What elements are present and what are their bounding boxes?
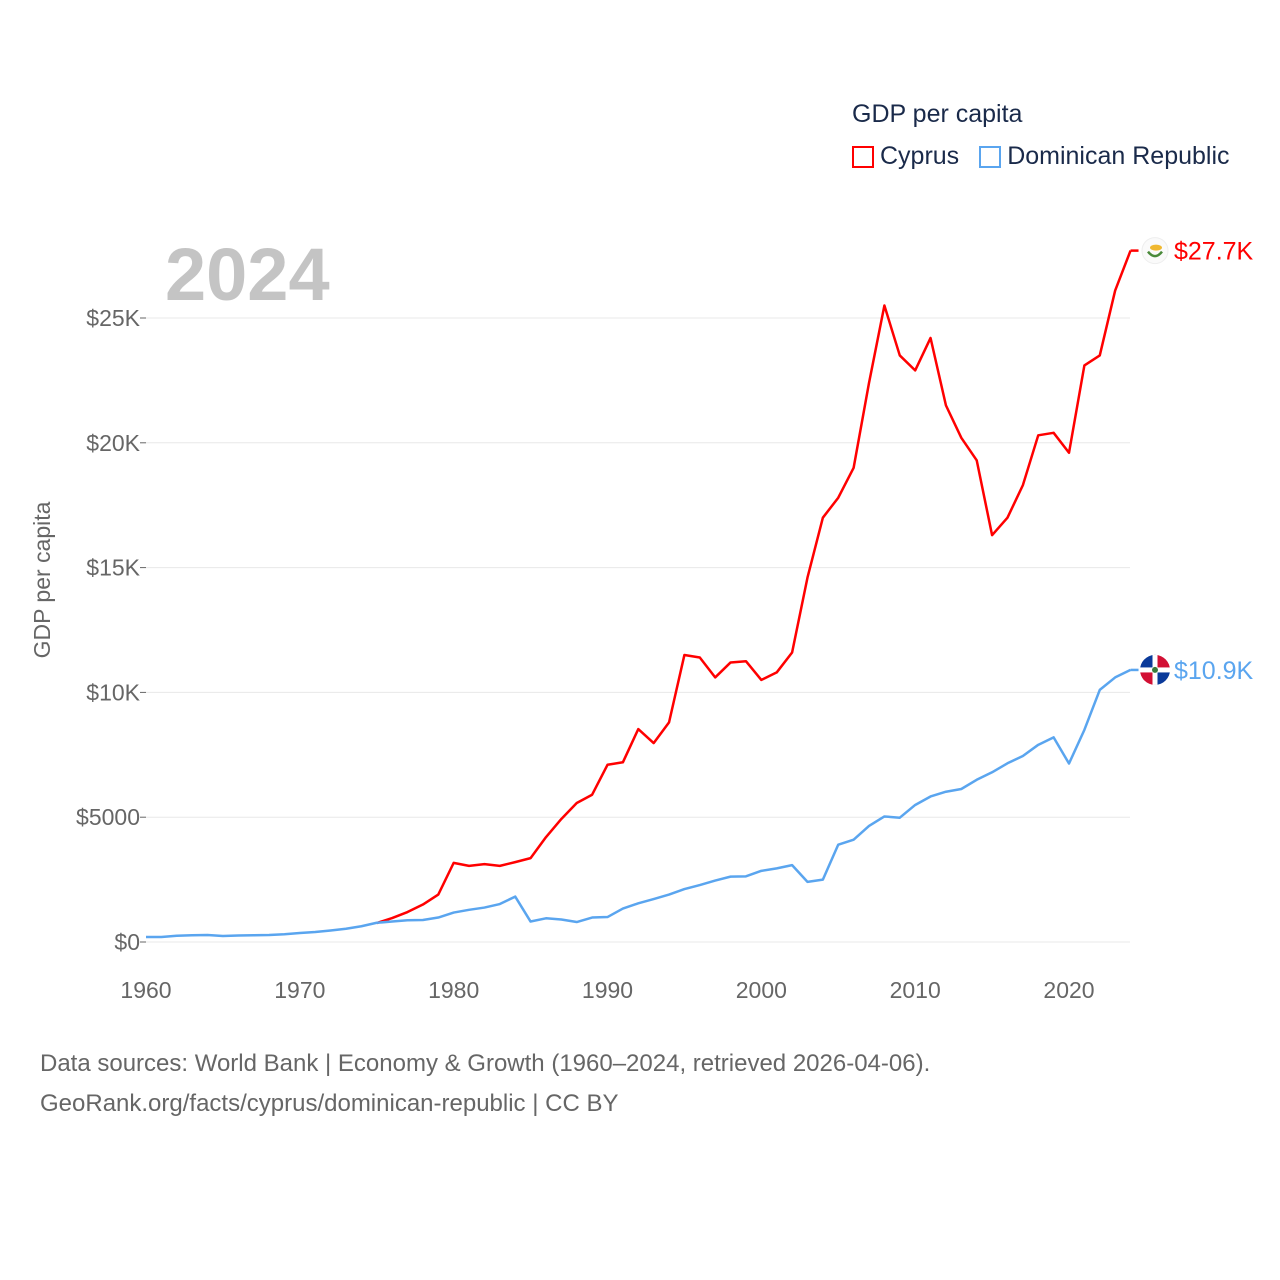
flag-emblem (1152, 666, 1158, 673)
end-value-label: $10.9K (1174, 657, 1254, 685)
footer: Data sources: World Bank | Economy & Gro… (40, 1044, 930, 1124)
legend-swatch-cyprus[interactable] (852, 145, 874, 168)
x-tick-label: 1990 (582, 977, 633, 1003)
end-value-label: $27.7K (1174, 238, 1254, 266)
series-line-dominican-republic (146, 668, 1132, 939)
dominican-republic-flag-icon (1140, 654, 1170, 685)
legend-label-cyprus[interactable]: Cyprus (880, 142, 960, 170)
cyprus-flag-icon (1141, 237, 1169, 265)
footer-sources: Data sources: World Bank | Economy & Gro… (40, 1050, 931, 1077)
legend-swatch-dominican-republic[interactable] (979, 145, 1002, 168)
y-axis-label: GDP per capita (29, 501, 55, 658)
x-tick-label: 2020 (1043, 977, 1094, 1003)
flag-branches (1147, 250, 1163, 258)
y-tick-label: $5000 (76, 804, 140, 830)
y-tick-label: $20K (86, 430, 140, 456)
x-tick-label: 1970 (274, 977, 325, 1003)
footer-link[interactable]: GeoRank.org/facts/cyprus/dominican-repub… (40, 1090, 619, 1117)
x-tick-label: 2000 (736, 977, 787, 1003)
flag-island (1150, 244, 1162, 251)
flag-q1 (1140, 654, 1155, 670)
legend-title: GDP per capita (852, 100, 1023, 128)
flag-q2 (1155, 654, 1170, 670)
flag-bg (1141, 237, 1169, 265)
x-tick-label: 1960 (120, 977, 171, 1003)
legend: Cyprus Dominican Republic (852, 142, 1230, 171)
y-tick-label: $0 (114, 929, 140, 955)
legend-label-dominican-republic[interactable]: Dominican Republic (1007, 142, 1230, 170)
x-tick-label: 1980 (428, 977, 479, 1003)
flag-q3 (1140, 669, 1155, 685)
flag-q4 (1155, 669, 1170, 685)
x-tick-label: 2010 (890, 977, 941, 1003)
y-tick-label: $25K (86, 305, 140, 331)
year-watermark: 2024 (165, 233, 330, 316)
series-line-cyprus (376, 250, 1132, 925)
y-tick-label: $15K (86, 555, 140, 581)
y-tick-label: $10K (86, 679, 140, 705)
